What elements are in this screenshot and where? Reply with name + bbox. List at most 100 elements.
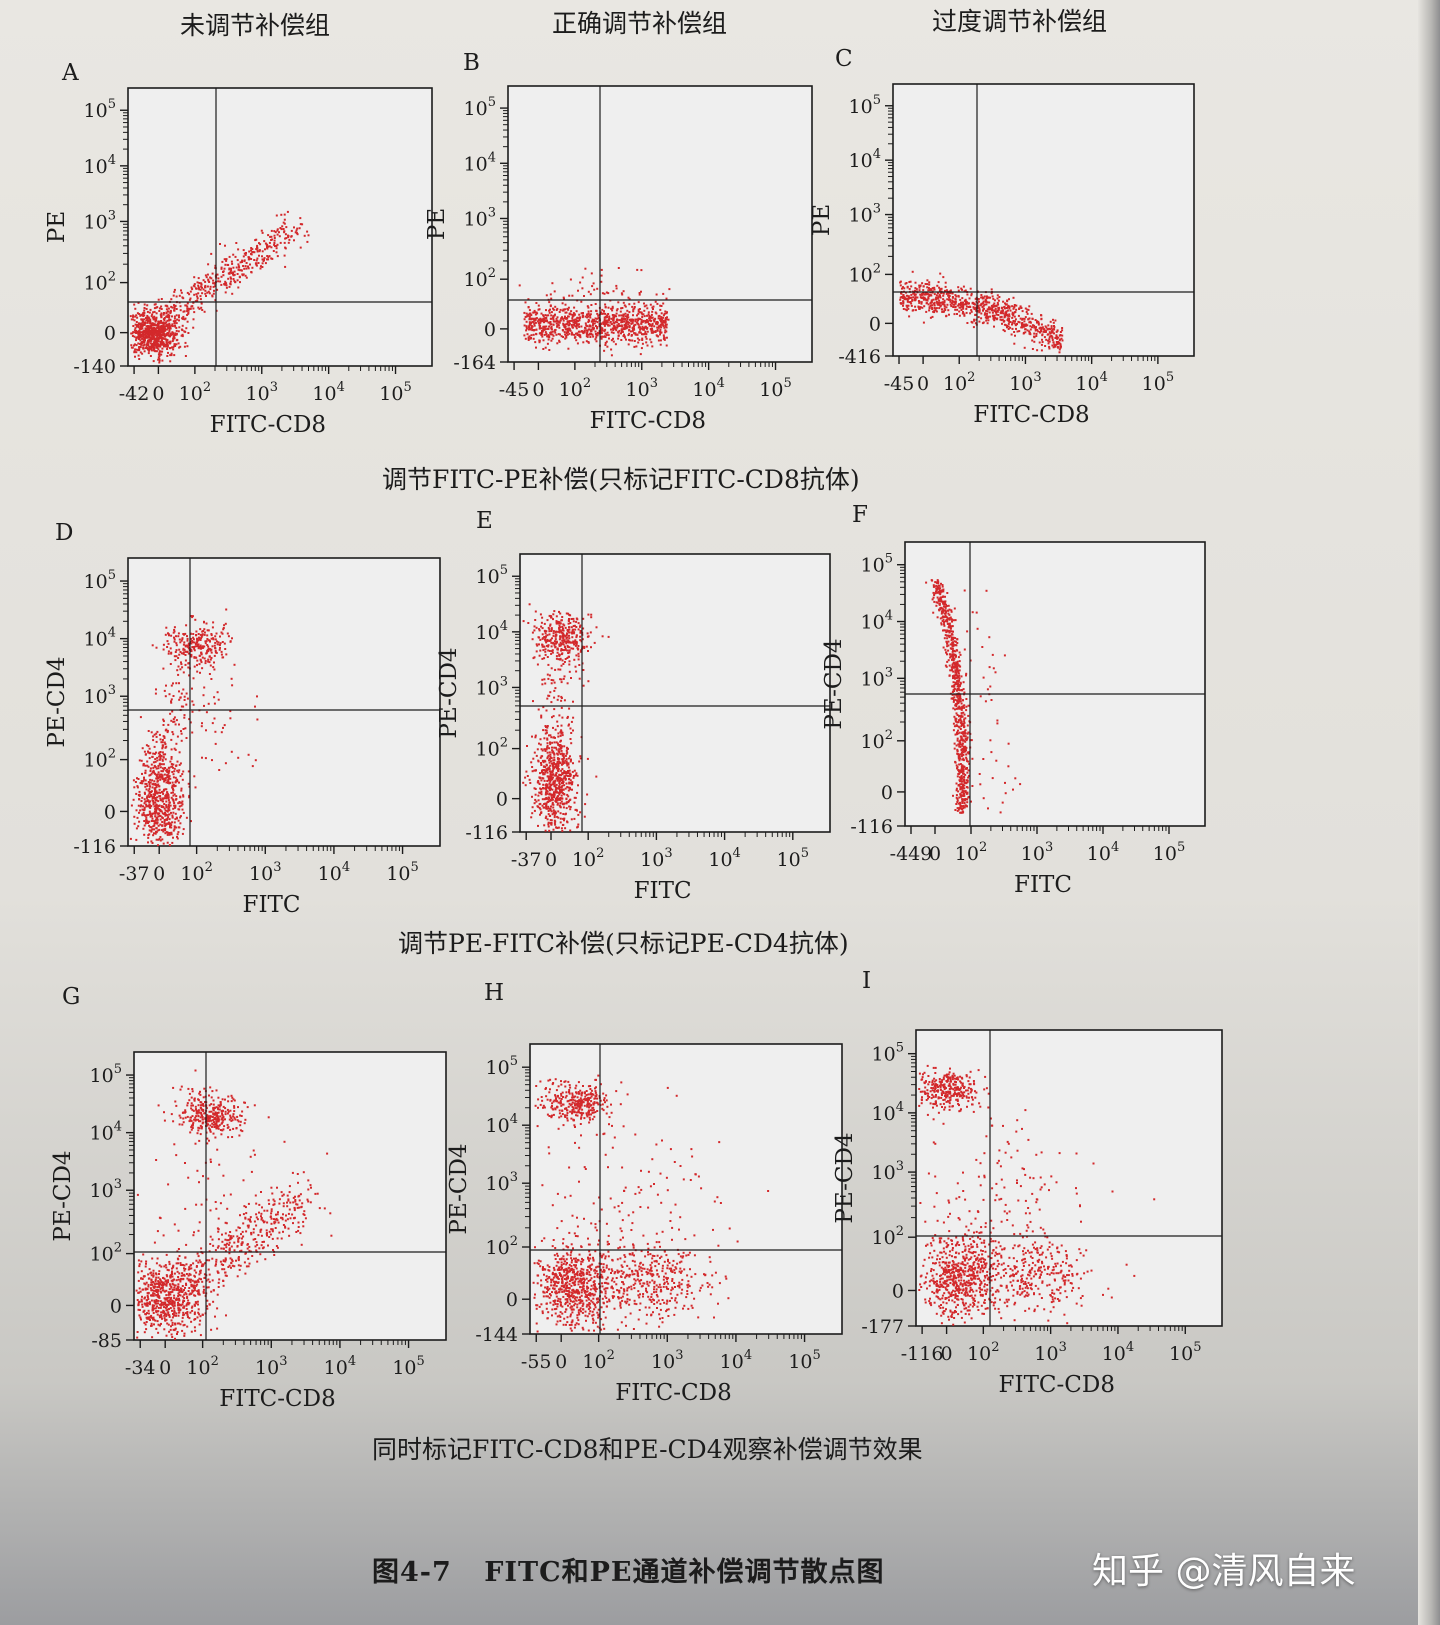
- data-point: [564, 315, 566, 318]
- data-point: [944, 281, 947, 284]
- data-point: [155, 332, 158, 335]
- data-point: [261, 266, 264, 268]
- data-point: [589, 316, 592, 319]
- data-point: [618, 329, 621, 332]
- data-point: [223, 642, 226, 645]
- data-point: [1035, 320, 1038, 323]
- data-point: [545, 294, 548, 297]
- data-point: [143, 824, 146, 827]
- data-point: [542, 328, 545, 331]
- data-point: [1048, 338, 1051, 341]
- data-point: [612, 290, 615, 293]
- data-point: [554, 331, 557, 334]
- data-point: [594, 338, 597, 341]
- data-point: [936, 297, 939, 300]
- data-point: [176, 669, 179, 672]
- data-point: [1047, 342, 1050, 345]
- data-point: [562, 323, 565, 326]
- data-point: [205, 640, 208, 643]
- data-point: [148, 311, 151, 314]
- data-point: [590, 304, 593, 306]
- data-point: [965, 307, 968, 310]
- x-tick-label: 105: [386, 860, 418, 885]
- data-point: [985, 319, 988, 322]
- data-point: [282, 228, 285, 230]
- data-point: [201, 633, 204, 636]
- data-point: [561, 768, 564, 771]
- data-point: [628, 332, 631, 335]
- data-point: [152, 752, 155, 755]
- data-point: [138, 820, 141, 823]
- data-point: [154, 787, 157, 790]
- data-point: [977, 309, 980, 312]
- x-tick-label: 104: [1075, 370, 1107, 395]
- data-point: [175, 642, 178, 645]
- data-point: [569, 829, 572, 832]
- data-point: [541, 749, 544, 752]
- data-point: [244, 253, 247, 256]
- data-point: [247, 265, 249, 268]
- data-point: [132, 315, 134, 318]
- data-point: [918, 286, 921, 289]
- data-point: [196, 637, 198, 640]
- data-point: [151, 819, 154, 822]
- data-point: [567, 331, 569, 333]
- data-point: [946, 303, 949, 306]
- data-point: [552, 308, 555, 311]
- data-point: [1002, 329, 1005, 331]
- data-point: [903, 298, 906, 301]
- data-point: [593, 322, 596, 325]
- data-point: [633, 332, 636, 335]
- data-point: [540, 790, 543, 793]
- data-point: [158, 795, 161, 798]
- data-point: [143, 808, 146, 811]
- data-point: [1061, 334, 1064, 337]
- data-point: [646, 344, 649, 347]
- data-point: [145, 816, 148, 819]
- data-point: [138, 349, 141, 352]
- data-point: [153, 794, 156, 796]
- data-point: [552, 792, 555, 795]
- data-point: [965, 305, 968, 308]
- data-point: [999, 316, 1002, 319]
- data-point: [168, 823, 171, 825]
- data-point: [554, 773, 557, 776]
- data-point: [909, 280, 912, 283]
- data-point: [562, 755, 565, 758]
- data-point: [1016, 323, 1018, 325]
- data-point: [212, 285, 215, 288]
- data-point: [148, 349, 150, 352]
- data-point: [133, 344, 135, 347]
- data-point: [267, 256, 270, 259]
- data-point: [561, 789, 564, 792]
- data-point: [557, 762, 560, 765]
- data-point: [162, 720, 165, 723]
- data-point: [219, 243, 221, 245]
- data-point: [559, 762, 562, 764]
- data-point: [221, 260, 224, 263]
- data-point: [559, 789, 562, 791]
- data-point: [149, 751, 152, 754]
- data-point: [176, 760, 179, 763]
- data-point: [595, 317, 598, 320]
- data-point: [1025, 311, 1028, 313]
- data-point: [213, 289, 215, 292]
- data-point: [158, 758, 161, 761]
- data-point: [214, 641, 217, 644]
- data-point: [256, 695, 258, 698]
- data-point: [231, 684, 234, 687]
- data-point: [1001, 318, 1004, 321]
- data-point: [630, 319, 633, 322]
- data-point: [557, 760, 560, 763]
- data-point: [156, 326, 159, 329]
- data-point: [139, 339, 142, 342]
- data-point: [221, 632, 224, 635]
- data-point: [189, 297, 192, 300]
- data-point: [582, 341, 585, 344]
- data-point: [560, 749, 563, 752]
- data-point: [574, 321, 577, 323]
- data-point: [143, 303, 146, 306]
- data-point: [181, 296, 184, 299]
- data-point: [555, 333, 558, 336]
- data-point: [139, 805, 142, 808]
